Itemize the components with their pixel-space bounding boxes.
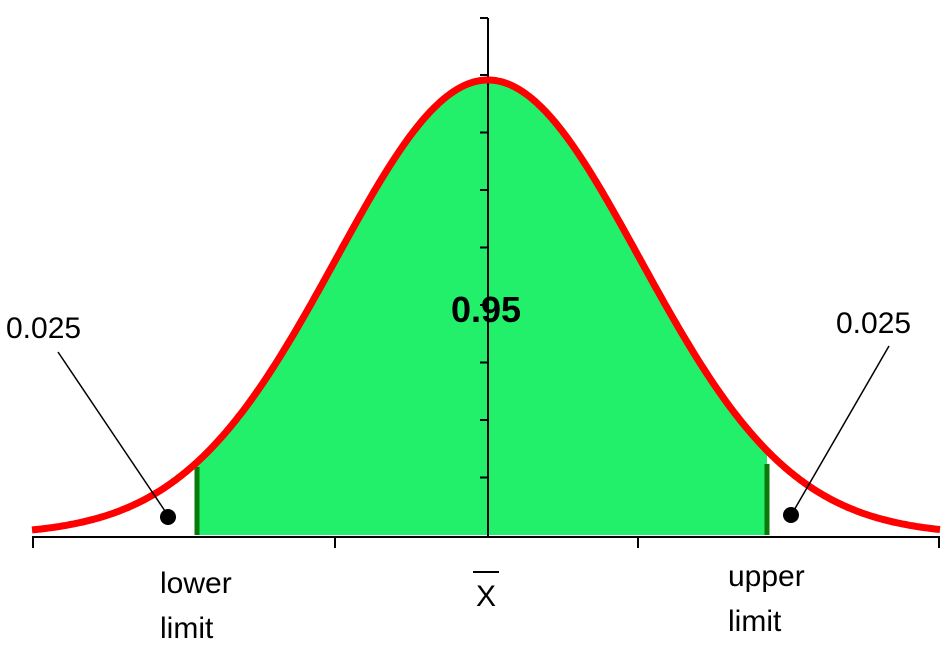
lower-limit-label-line2: limit: [160, 612, 214, 645]
left-tail-pointer: [57, 351, 168, 515]
normal-curve: [30, 76, 942, 534]
upper-limit-label-line2: limit: [728, 605, 782, 638]
right-tail-pointer: [792, 345, 890, 513]
mean-label: X: [476, 580, 496, 613]
upper-limit-label-line1: upper: [728, 560, 805, 593]
lower-limit-label-line1: lower: [160, 567, 232, 600]
center-area-label: 0.95: [451, 289, 521, 330]
center-vertical-axis: [480, 17, 489, 537]
left-tail-dot: [160, 509, 176, 525]
central-shaded-area: [197, 80, 767, 535]
left-tail-area-label: 0.025: [6, 312, 81, 345]
right-tail-dot: [783, 507, 799, 523]
right-tail-area-label: 0.025: [836, 307, 911, 340]
